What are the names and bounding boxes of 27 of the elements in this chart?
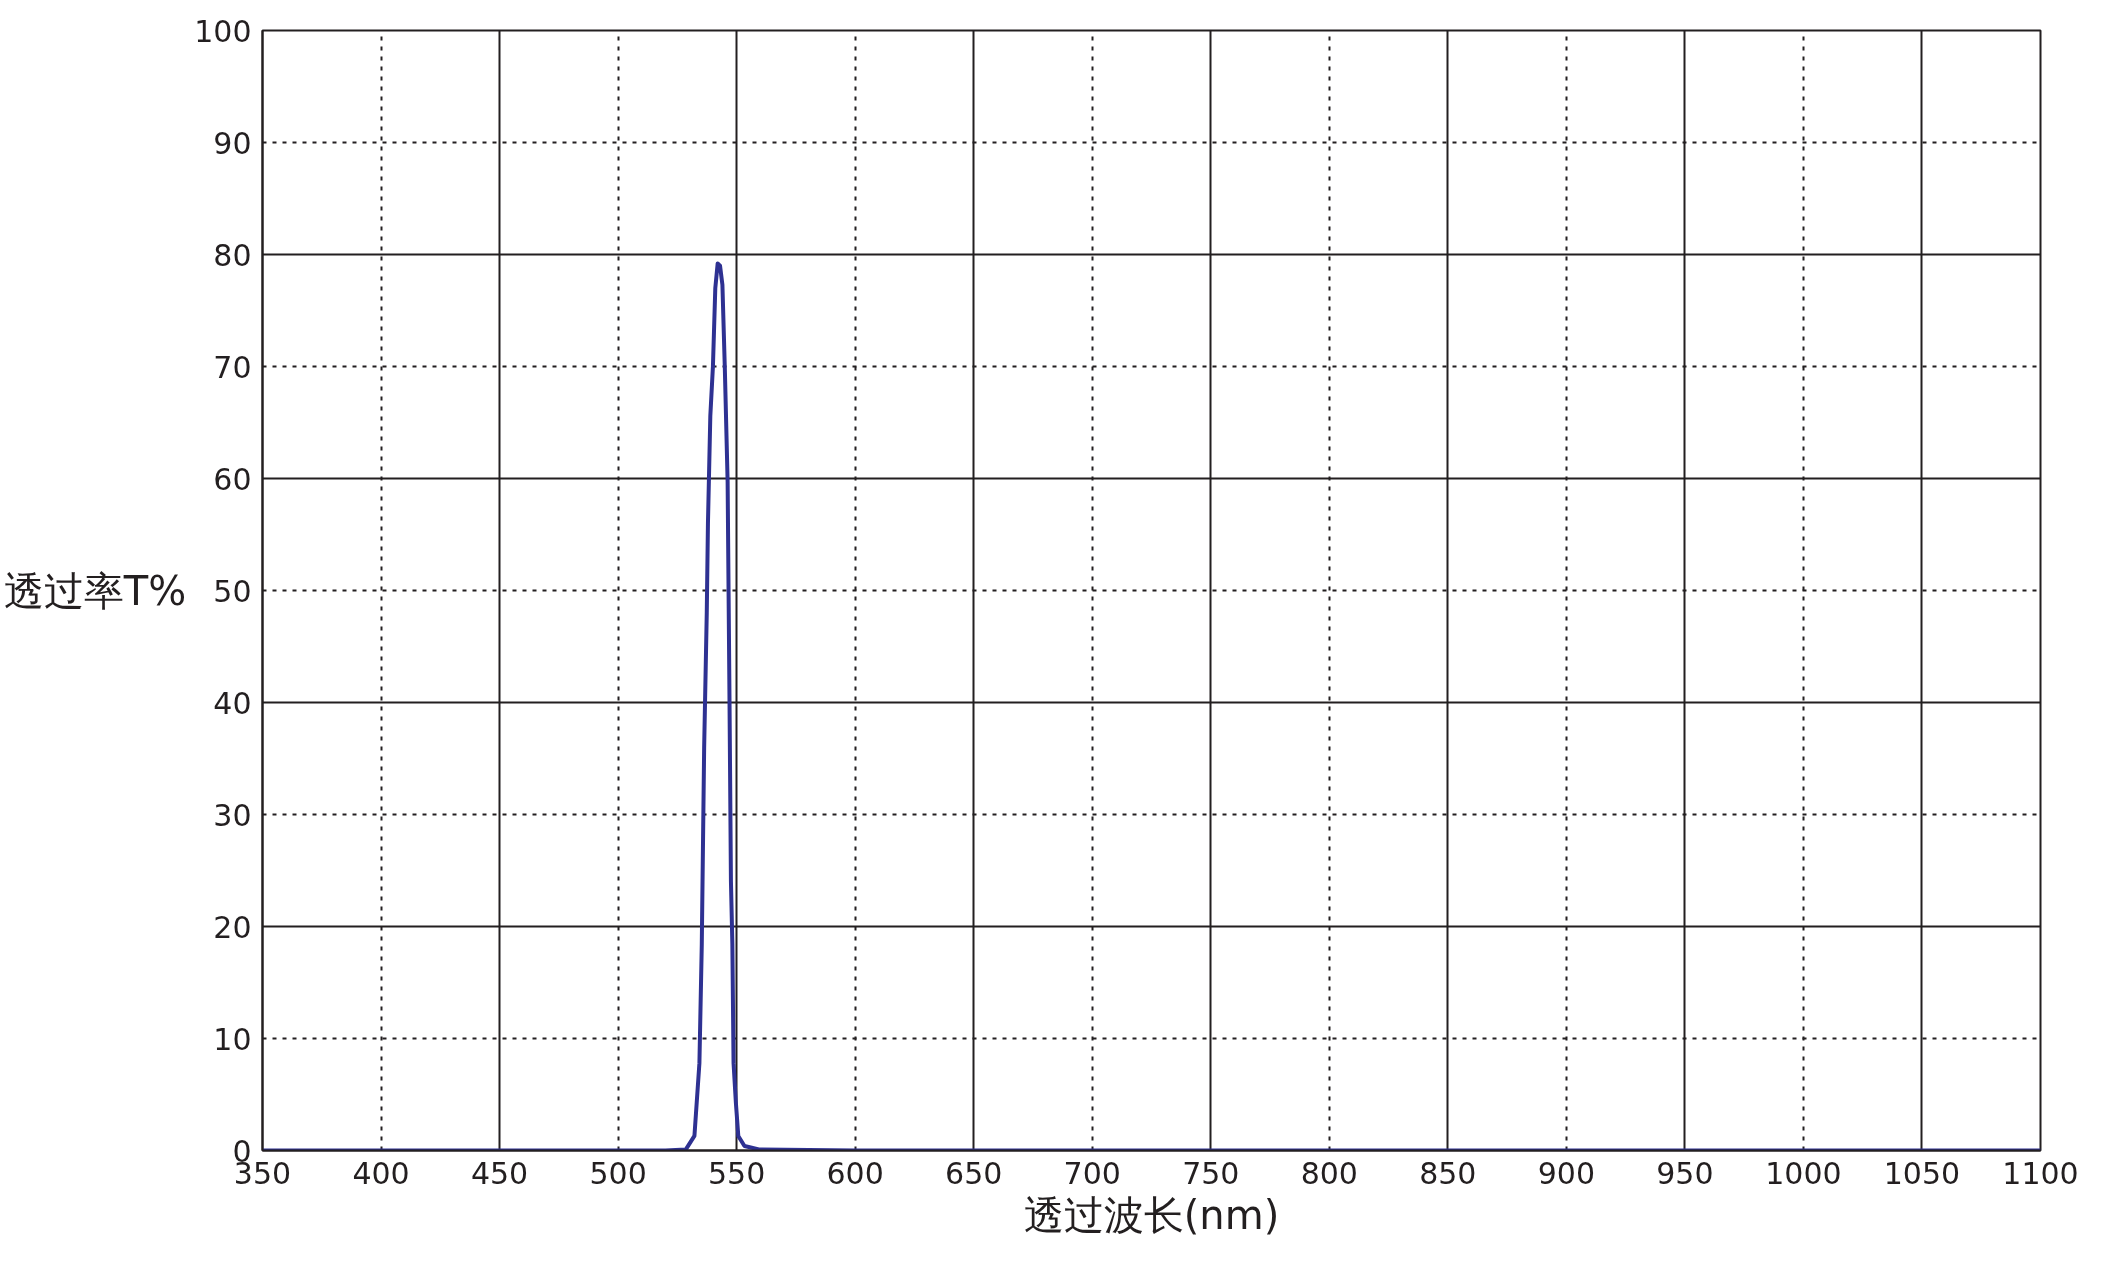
y-tick-label: 100 [194, 13, 252, 49]
y-tick-label: 60 [213, 461, 252, 497]
y-tick-label: 20 [213, 909, 252, 945]
x-tick-label: 500 [589, 1155, 647, 1191]
x-tick-label: 850 [1419, 1155, 1477, 1191]
x-tick-label: 900 [1537, 1155, 1595, 1191]
x-tick-label: 600 [826, 1155, 884, 1191]
x-tick-label: 450 [470, 1155, 529, 1191]
y-tick-label: 10 [213, 1021, 252, 1057]
y-tick-label: 30 [213, 797, 252, 833]
y-tick-label: 50 [213, 573, 252, 609]
x-tick-label: 550 [708, 1155, 766, 1191]
x-tick-label: 650 [945, 1155, 1003, 1191]
x-tick-label: 1100 [2002, 1155, 2079, 1191]
x-axis-title: 透过波长(nm) [1023, 1191, 1280, 1238]
y-axis-title: 透过率T% [3, 567, 187, 614]
y-tick-label: 70 [213, 349, 252, 385]
x-tick-label: 950 [1656, 1155, 1714, 1191]
y-tick-label: 40 [213, 685, 252, 721]
x-tick-label: 400 [352, 1155, 410, 1191]
x-tick-label: 1000 [1765, 1155, 1842, 1191]
x-tick-label: 1050 [1883, 1155, 1961, 1191]
y-tick-label: 80 [213, 237, 252, 273]
x-tick-label: 750 [1182, 1155, 1240, 1191]
x-tick-label: 800 [1300, 1155, 1358, 1191]
x-tick-label: 700 [1063, 1155, 1121, 1191]
y-tick-label: 90 [213, 125, 252, 161]
